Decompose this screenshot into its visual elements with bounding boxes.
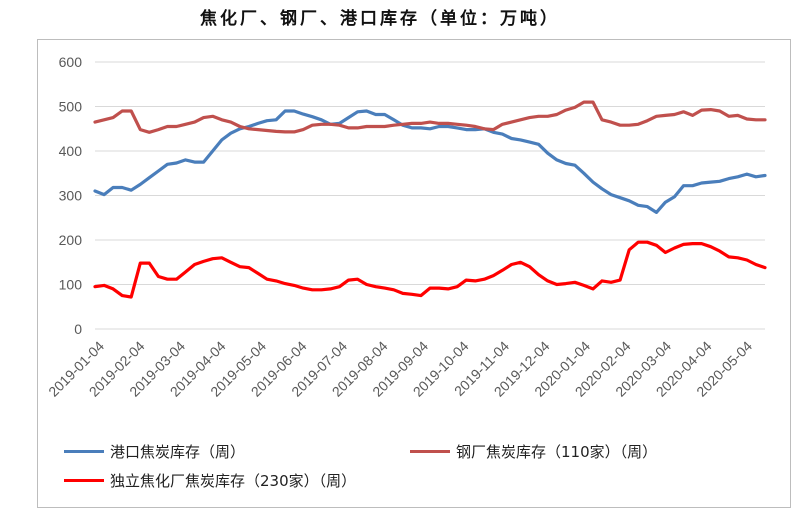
legend-label-steel: 钢厂焦炭库存（110家）（周） (456, 443, 658, 461)
legend-swatch-coking (64, 479, 104, 482)
coking-plant-stock-line (93, 240, 767, 299)
legend-item-steel: 钢厂焦炭库存（110家）（周） (410, 441, 657, 462)
y-tick-label: 300 (59, 188, 83, 204)
legend-swatch-steel (410, 450, 450, 453)
y-tick-label: 500 (59, 99, 83, 115)
chart-frame (37, 39, 791, 508)
legend-item-port: 港口焦炭库存（周） (64, 441, 245, 462)
legend-item-coking: 独立焦化厂焦炭库存（230家）（周） (64, 470, 356, 491)
y-tick-label: 0 (74, 321, 82, 337)
port-stock-line (93, 109, 767, 214)
legend-swatch-port (64, 450, 104, 453)
steel-mill-stock-line (93, 100, 767, 134)
y-tick-label: 100 (59, 277, 83, 293)
legend-label-port: 港口焦炭库存（周） (110, 443, 246, 461)
y-tick-label: 600 (59, 54, 83, 70)
y-tick-label: 400 (59, 143, 83, 159)
y-tick-label: 200 (59, 232, 83, 248)
legend-label-coking: 独立焦化厂焦炭库存（230家）（周） (110, 472, 357, 490)
chart-title: 焦化厂、钢厂、港口库存（单位：万吨） (200, 9, 560, 29)
